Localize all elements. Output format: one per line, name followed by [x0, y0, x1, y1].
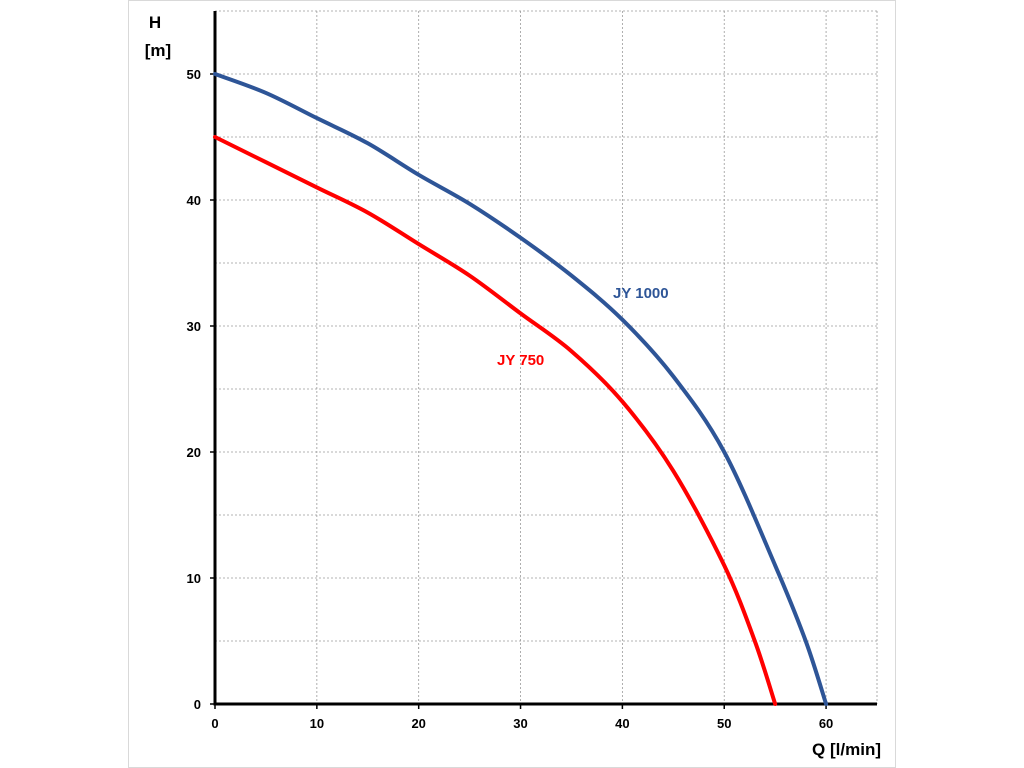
x-tick-label: 10: [310, 716, 324, 731]
y-tick-label: 30: [187, 319, 201, 334]
chart-frame: 0 10 20 30 40 50 60 0 10 20 30 40 50 H [m] Q [l/min] JY …: [128, 0, 896, 768]
y-tick-label: 0: [194, 697, 201, 712]
x-tick-label: 60: [819, 716, 833, 731]
x-axis-title: Q [l/min]: [812, 740, 881, 759]
y-axis-title: H: [149, 13, 161, 32]
y-tick-label: 40: [187, 193, 201, 208]
series-label-jy-1000: JY 1000: [613, 285, 669, 302]
x-tick-label: 0: [211, 716, 218, 731]
x-tick-label: 50: [717, 716, 731, 731]
y-tick-label: 50: [187, 67, 201, 82]
series-label-jy-750: JY 750: [497, 352, 544, 369]
x-tick-label: 30: [513, 716, 527, 731]
y-tick-label: 20: [187, 445, 201, 460]
pump-curve-chart: 0 10 20 30 40 50 60 0 10 20 30 40 50 H [m] Q [l/min] JY …: [145, 10, 881, 759]
series-line-jy-1000: [213, 72, 829, 706]
x-tick-label: 20: [411, 716, 425, 731]
y-axis-unit: [m]: [145, 41, 171, 60]
series-line-jy-750: [213, 135, 778, 706]
y-tick-label: 10: [187, 571, 201, 586]
x-tick-label: 40: [615, 716, 629, 731]
